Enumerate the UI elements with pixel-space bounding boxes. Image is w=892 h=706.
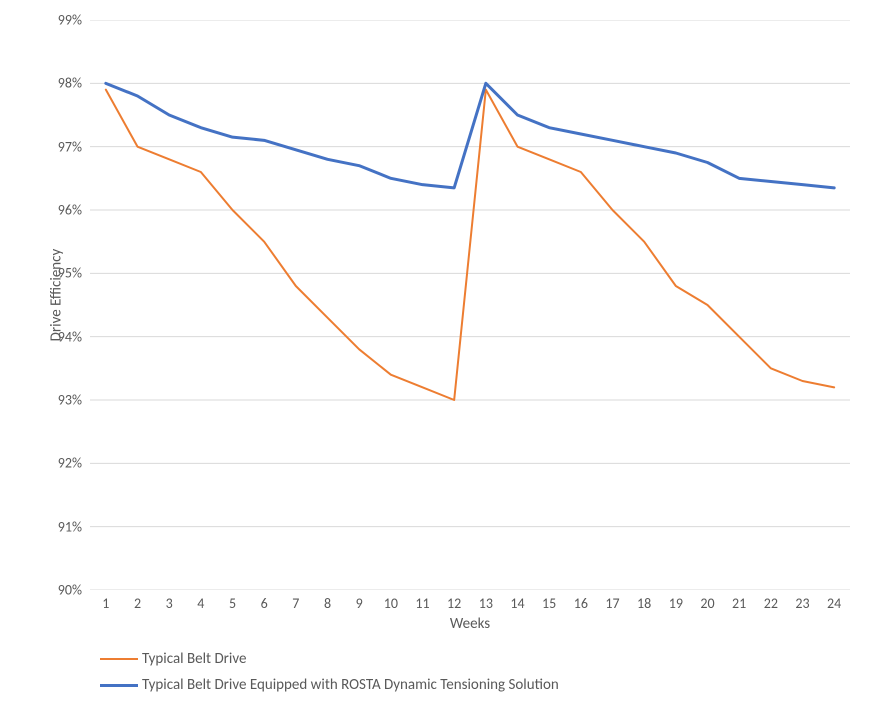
- legend-item: Typical Belt Drive: [100, 650, 559, 668]
- x-tick-label: 12: [439, 595, 469, 612]
- line-chart: Drive Efficiency Weeks 90%91%92%93%94%95…: [0, 0, 892, 706]
- legend-swatch: [100, 658, 138, 660]
- legend: Typical Belt Drive Typical Belt Drive Equ…: [100, 650, 559, 702]
- y-tick-label: 90%: [22, 582, 82, 599]
- x-tick-label: 5: [218, 595, 248, 612]
- x-tick-label: 13: [471, 595, 501, 612]
- legend-label: Typical Belt Drive: [142, 650, 246, 668]
- x-tick-label: 18: [629, 595, 659, 612]
- y-tick-label: 94%: [22, 328, 82, 345]
- y-tick-label: 93%: [22, 392, 82, 409]
- x-tick-label: 23: [788, 595, 818, 612]
- legend-swatch: [100, 684, 138, 687]
- x-tick-label: 1: [91, 595, 121, 612]
- legend-item: Typical Belt Drive Equipped with ROSTA D…: [100, 676, 559, 694]
- x-tick-label: 17: [598, 595, 628, 612]
- x-tick-label: 8: [313, 595, 343, 612]
- x-axis-title: Weeks: [90, 615, 850, 633]
- x-tick-label: 24: [819, 595, 849, 612]
- y-tick-label: 98%: [22, 75, 82, 92]
- x-tick-label: 16: [566, 595, 596, 612]
- legend-label: Typical Belt Drive Equipped with ROSTA D…: [142, 676, 559, 694]
- y-tick-label: 92%: [22, 455, 82, 472]
- x-tick-label: 4: [186, 595, 216, 612]
- y-tick-label: 97%: [22, 138, 82, 155]
- x-tick-label: 15: [534, 595, 564, 612]
- x-tick-label: 10: [376, 595, 406, 612]
- x-tick-label: 7: [281, 595, 311, 612]
- x-tick-label: 9: [344, 595, 374, 612]
- y-tick-label: 99%: [22, 12, 82, 29]
- x-tick-label: 2: [123, 595, 153, 612]
- x-tick-label: 19: [661, 595, 691, 612]
- x-tick-label: 22: [756, 595, 786, 612]
- x-tick-label: 20: [693, 595, 723, 612]
- y-tick-label: 95%: [22, 265, 82, 282]
- x-tick-label: 21: [724, 595, 754, 612]
- y-tick-label: 91%: [22, 518, 82, 535]
- x-tick-label: 11: [408, 595, 438, 612]
- x-tick-label: 6: [249, 595, 279, 612]
- y-tick-label: 96%: [22, 202, 82, 219]
- x-tick-label: 14: [503, 595, 533, 612]
- plot-area: [90, 20, 850, 590]
- x-tick-label: 3: [154, 595, 184, 612]
